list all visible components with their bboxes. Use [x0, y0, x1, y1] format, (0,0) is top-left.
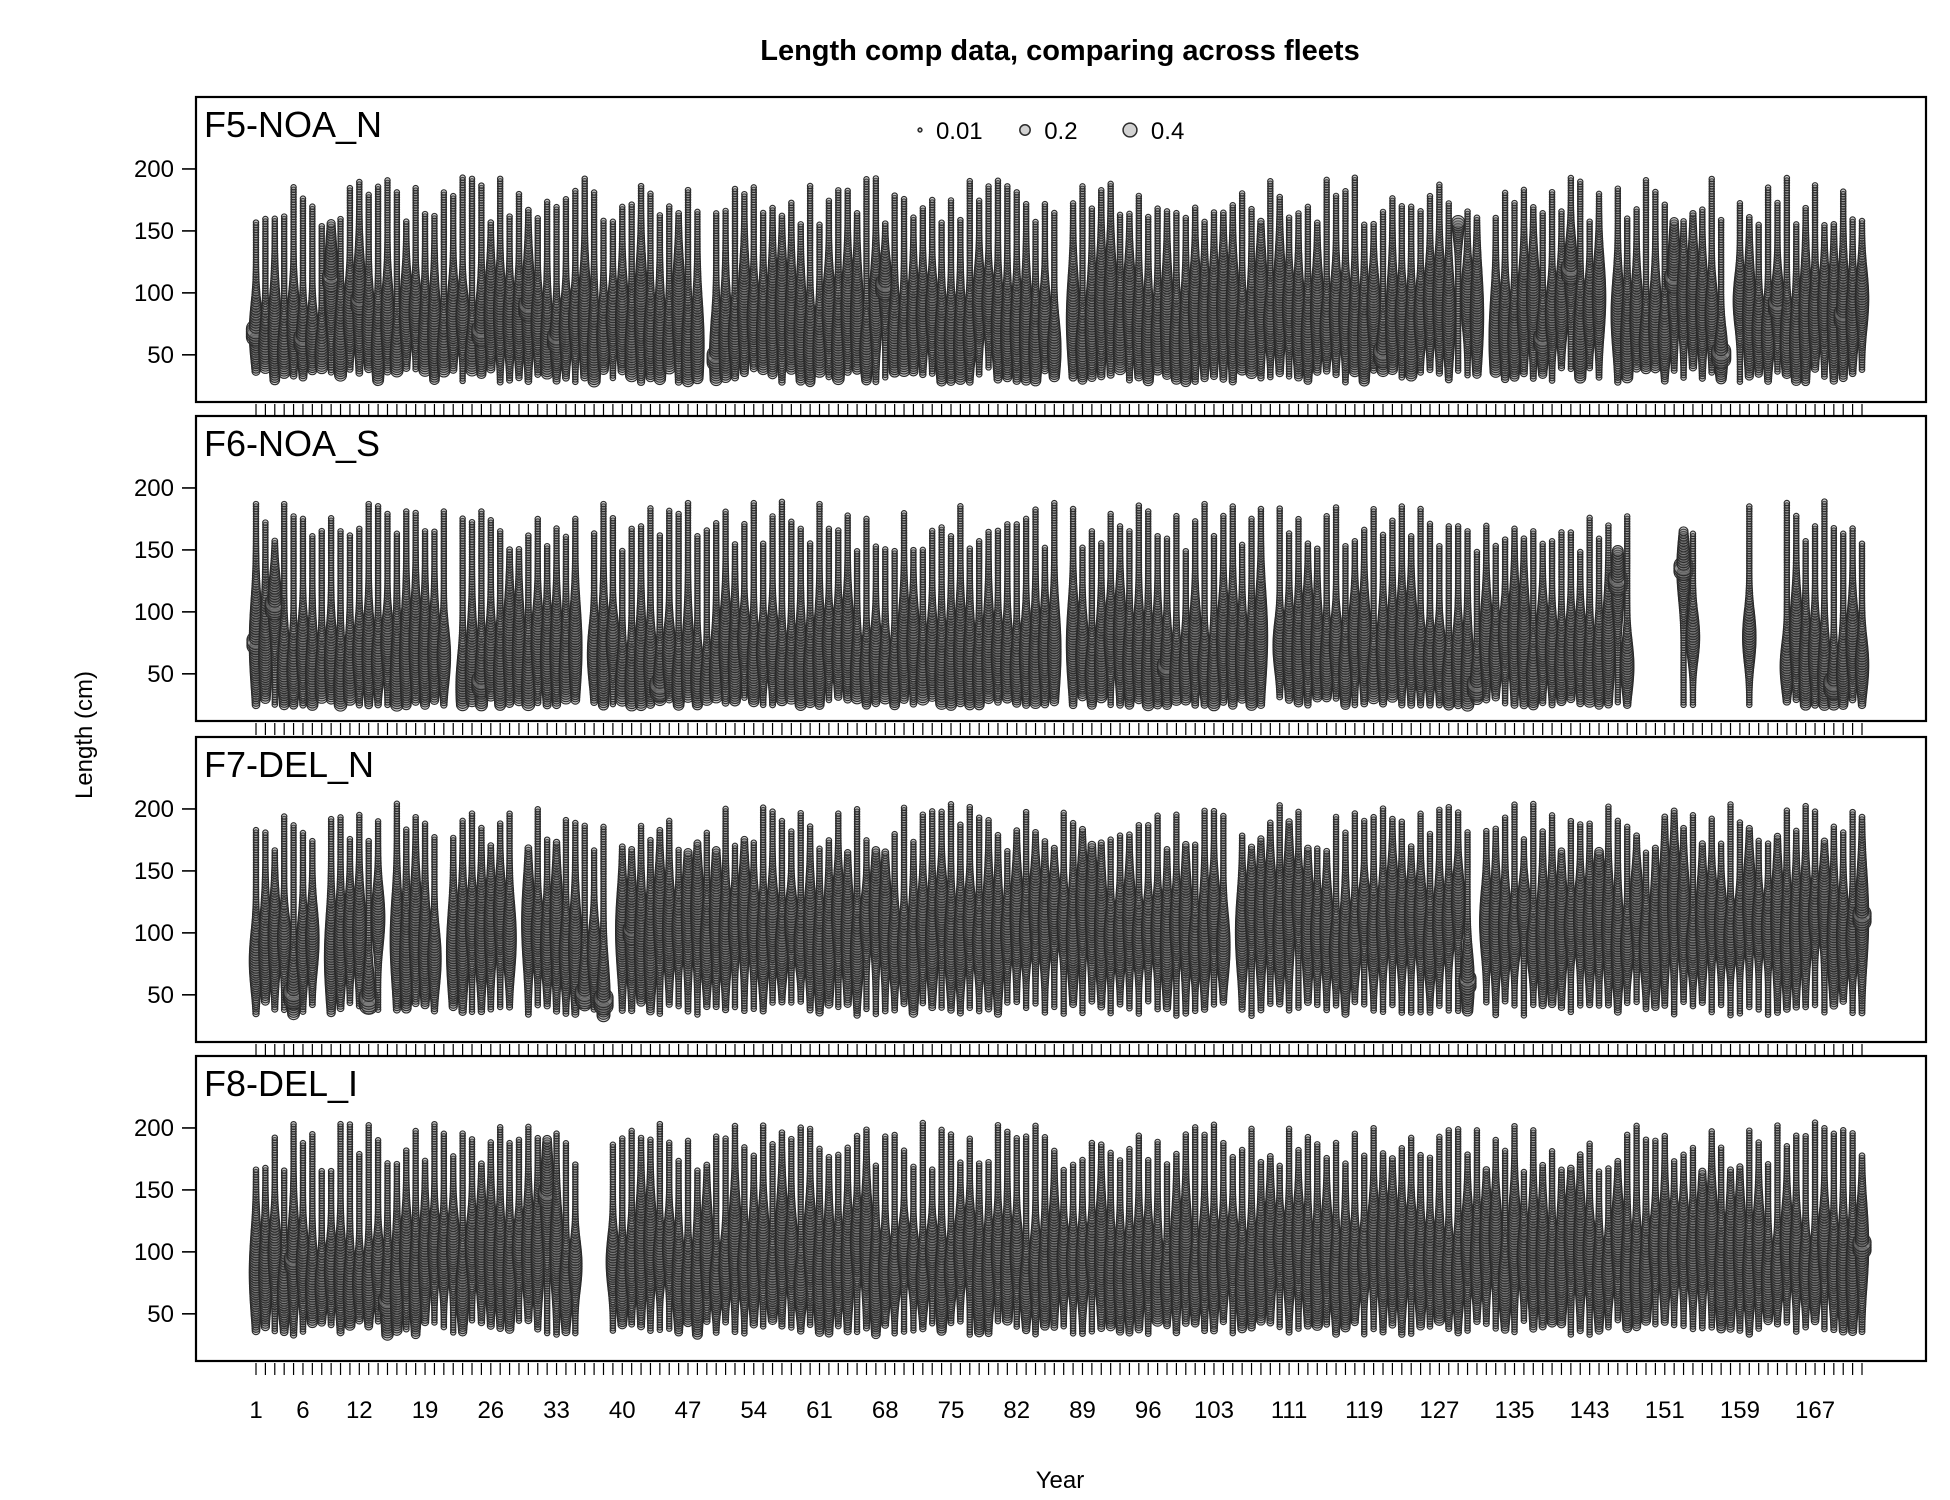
bubble-layer: [246, 175, 1868, 387]
chart-title: Length comp data, comparing across fleet…: [760, 35, 1359, 67]
panels: F5-NOA_N50100150200F6-NOA_S50100150200F7…: [134, 97, 1926, 1375]
bubble: [516, 191, 521, 196]
bubble: [441, 190, 446, 195]
bubble: [291, 185, 296, 190]
bubble: [394, 190, 399, 195]
bubble: [497, 176, 502, 181]
bubble: [432, 213, 437, 218]
bubble: [591, 190, 596, 195]
bubble: [582, 176, 587, 181]
y-tick-label: 150: [134, 218, 174, 245]
bubble: [327, 220, 335, 228]
bubble: [253, 220, 258, 225]
bubble: [300, 196, 305, 201]
bubble: [451, 193, 456, 198]
bubble: [573, 188, 578, 193]
y-tick-label: 200: [134, 156, 174, 183]
bubble: [601, 218, 606, 223]
bubble: [535, 216, 540, 221]
bubble: [357, 179, 362, 184]
bubble: [460, 175, 465, 180]
bubble: [281, 214, 286, 219]
bubble: [629, 202, 634, 207]
y-tick-label: 50: [147, 342, 174, 369]
bubble: [422, 211, 427, 216]
bubble: [526, 207, 532, 213]
bubble: [479, 183, 484, 188]
bubble: [507, 214, 512, 219]
bubble: [469, 176, 474, 181]
bubble: [610, 219, 615, 224]
bubble: [563, 197, 568, 202]
bubble: [554, 204, 559, 209]
panel-f5-noa_n: F5-NOA_N 50 100 150 200: [134, 97, 1926, 416]
bubble: [319, 224, 324, 229]
bubble: [366, 192, 371, 197]
bubble: [347, 185, 352, 190]
bubble: [413, 185, 418, 190]
bubble: [657, 213, 662, 218]
y-tick-label: 100: [134, 280, 174, 307]
bubble: [338, 216, 343, 221]
bubble: [375, 184, 380, 189]
panel-label: F5-NOA_N: [204, 104, 382, 145]
bubble: [404, 219, 409, 224]
bubble: [263, 216, 268, 221]
y-axis-label: Length (cm): [71, 671, 98, 799]
bubble: [385, 178, 390, 183]
bubble: [638, 183, 643, 188]
bubble: [544, 199, 549, 204]
bubble: [310, 204, 315, 209]
bubble: [272, 216, 277, 221]
x-axis-label: Year: [1036, 1467, 1085, 1494]
bubble: [488, 220, 494, 226]
bubble: [620, 204, 625, 209]
bubble: [648, 191, 653, 196]
